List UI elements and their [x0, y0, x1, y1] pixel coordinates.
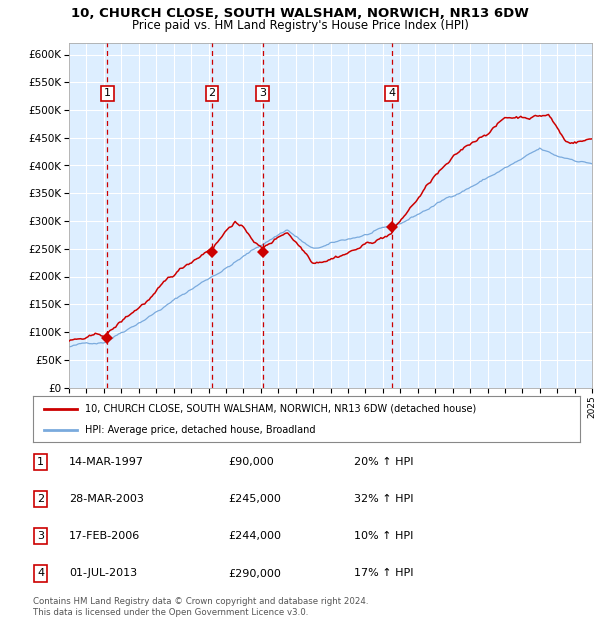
- Text: £244,000: £244,000: [228, 531, 281, 541]
- Text: 28-MAR-2003: 28-MAR-2003: [69, 494, 144, 504]
- Text: 1: 1: [37, 457, 44, 467]
- Text: 2: 2: [37, 494, 44, 504]
- Text: 4: 4: [37, 569, 44, 578]
- Text: 3: 3: [37, 531, 44, 541]
- Text: Price paid vs. HM Land Registry's House Price Index (HPI): Price paid vs. HM Land Registry's House …: [131, 19, 469, 32]
- Text: £245,000: £245,000: [228, 494, 281, 504]
- Text: 17% ↑ HPI: 17% ↑ HPI: [354, 569, 413, 578]
- Text: HPI: Average price, detached house, Broadland: HPI: Average price, detached house, Broa…: [85, 425, 316, 435]
- Text: 14-MAR-1997: 14-MAR-1997: [69, 457, 144, 467]
- Text: Contains HM Land Registry data © Crown copyright and database right 2024.
This d: Contains HM Land Registry data © Crown c…: [33, 598, 368, 617]
- Text: 2: 2: [208, 88, 215, 99]
- Text: 4: 4: [388, 88, 395, 99]
- Text: £90,000: £90,000: [228, 457, 274, 467]
- Text: 1: 1: [104, 88, 111, 99]
- Text: 01-JUL-2013: 01-JUL-2013: [69, 569, 137, 578]
- Text: 10% ↑ HPI: 10% ↑ HPI: [354, 531, 413, 541]
- Text: 3: 3: [259, 88, 266, 99]
- Text: £290,000: £290,000: [228, 569, 281, 578]
- Text: 10, CHURCH CLOSE, SOUTH WALSHAM, NORWICH, NR13 6DW (detached house): 10, CHURCH CLOSE, SOUTH WALSHAM, NORWICH…: [85, 404, 476, 414]
- Text: 17-FEB-2006: 17-FEB-2006: [69, 531, 140, 541]
- Text: 10, CHURCH CLOSE, SOUTH WALSHAM, NORWICH, NR13 6DW: 10, CHURCH CLOSE, SOUTH WALSHAM, NORWICH…: [71, 7, 529, 20]
- Text: 20% ↑ HPI: 20% ↑ HPI: [354, 457, 413, 467]
- Text: 32% ↑ HPI: 32% ↑ HPI: [354, 494, 413, 504]
